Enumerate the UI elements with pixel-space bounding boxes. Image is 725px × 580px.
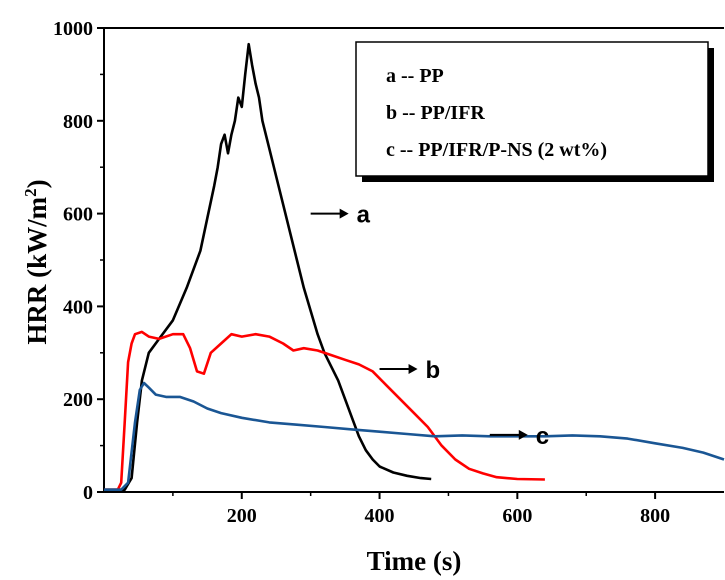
series-line-a [104, 42, 432, 491]
y-axis-title-superscript: 2 [21, 188, 40, 197]
y-axis-title-text: HRR (kW/m2) [21, 179, 52, 344]
y-tick-label: 200 [63, 389, 93, 411]
callout-label: a [357, 202, 371, 229]
callout-label: c [536, 423, 549, 450]
legend-entry-b: b -- PP/IFR [386, 102, 485, 124]
callout-arrow-head [518, 429, 528, 440]
callout-label: b [426, 357, 441, 384]
x-tick-label: 600 [502, 505, 532, 527]
y-tick-label: 0 [83, 482, 93, 504]
y-axis-title: HRR (kW/m2) [21, 179, 52, 344]
callout-arrow-head [339, 208, 349, 219]
legend-box [355, 41, 709, 177]
x-tick-label: 800 [640, 505, 670, 527]
x-axis-title: Time (s) [367, 546, 462, 576]
series-line-c [104, 381, 725, 491]
callout-arrow-head [408, 364, 418, 375]
y-tick-label: 1000 [53, 18, 93, 40]
y-tick-label: 400 [63, 296, 93, 318]
y-tick-label: 600 [63, 204, 93, 226]
y-axis-title-close: ) [22, 179, 52, 188]
x-tick-label: 200 [227, 505, 257, 527]
y-axis-title-main: HRR (kW/m [22, 196, 52, 344]
legend-entry-a: a -- PP [386, 65, 444, 87]
x-tick-label: 400 [365, 505, 395, 527]
y-tick-label: 800 [63, 111, 93, 133]
legend-entry-c: c -- PP/IFR/P-NS (2 wt%) [386, 139, 607, 161]
